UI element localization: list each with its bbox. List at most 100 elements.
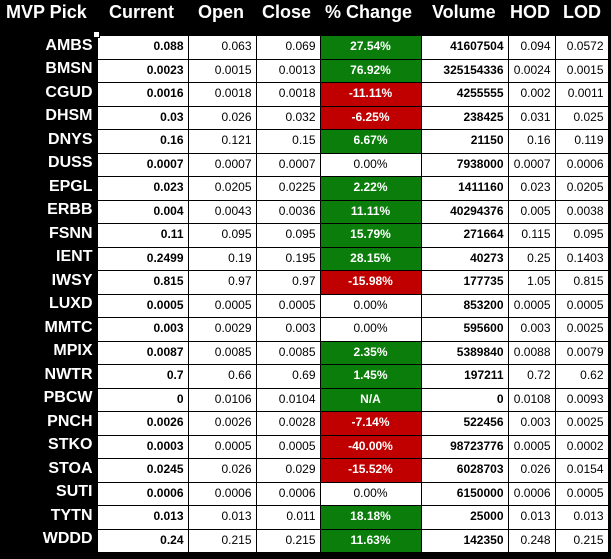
lod-cell[interactable]: 0.215 [554, 528, 609, 553]
close-cell[interactable]: 0.0007 [255, 152, 321, 177]
volume-cell[interactable]: 5389840 [420, 340, 509, 365]
current-cell[interactable]: 0.7 [96, 364, 189, 389]
open-cell[interactable]: 0.0018 [187, 82, 257, 107]
lod-cell[interactable]: 0.013 [554, 505, 609, 530]
header-open[interactable]: Open [198, 2, 245, 22]
hod-cell[interactable]: 0.0088 [507, 340, 556, 365]
current-cell[interactable]: 0.2499 [96, 246, 189, 271]
header-current[interactable]: Current [109, 2, 175, 22]
hod-cell[interactable]: 0.005 [507, 199, 556, 224]
lod-cell[interactable]: 0.0025 [554, 411, 609, 436]
pct-change-cell[interactable]: 2.35% [319, 340, 422, 365]
symbol-cell[interactable]: DHSM [0, 106, 97, 130]
hod-cell[interactable]: 1.05 [507, 270, 556, 295]
header-volume[interactable]: Volume [432, 2, 496, 22]
current-cell[interactable]: 0.0005 [96, 293, 189, 318]
symbol-cell[interactable]: TYTN [0, 505, 97, 529]
pct-change-cell[interactable]: 1.45% [319, 364, 422, 389]
hod-cell[interactable]: 0.031 [507, 105, 556, 130]
open-cell[interactable]: 0.063 [187, 35, 257, 60]
lod-cell[interactable]: 0.0025 [554, 317, 609, 342]
pct-change-cell[interactable]: -40.00% [319, 434, 422, 459]
symbol-cell[interactable]: IENT [0, 247, 97, 271]
hod-cell[interactable]: 0.115 [507, 223, 556, 248]
close-cell[interactable]: 0.0005 [255, 434, 321, 459]
close-cell[interactable]: 0.195 [255, 246, 321, 271]
volume-cell[interactable]: 25000 [420, 505, 509, 530]
pct-change-cell[interactable]: 11.11% [319, 199, 422, 224]
current-cell[interactable]: 0.023 [96, 176, 189, 201]
hod-cell[interactable]: 0.72 [507, 364, 556, 389]
hod-cell[interactable]: 0.248 [507, 528, 556, 553]
symbol-cell[interactable]: AMBS [0, 35, 97, 59]
close-cell[interactable]: 0.0085 [255, 340, 321, 365]
pct-change-cell[interactable]: 0.00% [319, 293, 422, 318]
lod-cell[interactable]: 0.1403 [554, 246, 609, 271]
lod-cell[interactable]: 0.0093 [554, 387, 609, 412]
volume-cell[interactable]: 21150 [420, 129, 509, 154]
pct-change-cell[interactable]: -15.52% [319, 458, 422, 483]
symbol-cell[interactable]: PNCH [0, 411, 97, 435]
current-cell[interactable]: 0.0016 [96, 82, 189, 107]
hod-cell[interactable]: 0.0005 [507, 293, 556, 318]
volume-cell[interactable]: 40294376 [420, 199, 509, 224]
open-cell[interactable]: 0.0005 [187, 434, 257, 459]
symbol-cell[interactable]: SUTI [0, 482, 97, 506]
volume-cell[interactable]: 853200 [420, 293, 509, 318]
lod-cell[interactable]: 0.815 [554, 270, 609, 295]
volume-cell[interactable]: 41607504 [420, 35, 509, 60]
current-cell[interactable]: 0.004 [96, 199, 189, 224]
pct-change-cell[interactable]: -11.11% [319, 82, 422, 107]
close-cell[interactable]: 0.011 [255, 505, 321, 530]
pct-change-cell[interactable]: -15.98% [319, 270, 422, 295]
pct-change-cell[interactable]: 76.92% [319, 58, 422, 83]
open-cell[interactable]: 0.215 [187, 528, 257, 553]
symbol-cell[interactable]: NWTR [0, 364, 97, 388]
pct-change-cell[interactable]: 28.15% [319, 246, 422, 271]
symbol-cell[interactable]: CGUD [0, 82, 97, 106]
open-cell[interactable]: 0.0026 [187, 411, 257, 436]
close-cell[interactable]: 0.003 [255, 317, 321, 342]
close-cell[interactable]: 0.095 [255, 223, 321, 248]
symbol-cell[interactable]: FSNN [0, 223, 97, 247]
lod-cell[interactable]: 0.025 [554, 105, 609, 130]
hod-cell[interactable]: 0.003 [507, 317, 556, 342]
symbol-cell[interactable]: PBCW [0, 388, 97, 412]
close-cell[interactable]: 0.0005 [255, 293, 321, 318]
header-lod[interactable]: LOD [563, 2, 601, 22]
pct-change-cell[interactable]: 27.54% [319, 35, 422, 60]
close-cell[interactable]: 0.0028 [255, 411, 321, 436]
close-cell[interactable]: 0.69 [255, 364, 321, 389]
open-cell[interactable]: 0.0029 [187, 317, 257, 342]
current-cell[interactable]: 0.0006 [96, 481, 189, 506]
open-cell[interactable]: 0.121 [187, 129, 257, 154]
hod-cell[interactable]: 0.094 [507, 35, 556, 60]
symbol-cell[interactable]: MPIX [0, 341, 97, 365]
pct-change-cell[interactable]: 18.18% [319, 505, 422, 530]
lod-cell[interactable]: 0.0154 [554, 458, 609, 483]
hod-cell[interactable]: 0.16 [507, 129, 556, 154]
symbol-cell[interactable]: ERBB [0, 200, 97, 224]
volume-cell[interactable]: 0 [420, 387, 509, 412]
current-cell[interactable]: 0 [96, 387, 189, 412]
hod-cell[interactable]: 0.0024 [507, 58, 556, 83]
current-cell[interactable]: 0.815 [96, 270, 189, 295]
lod-cell[interactable]: 0.0005 [554, 481, 609, 506]
pct-change-cell[interactable]: 0.00% [319, 152, 422, 177]
open-cell[interactable]: 0.0205 [187, 176, 257, 201]
open-cell[interactable]: 0.0007 [187, 152, 257, 177]
current-cell[interactable]: 0.0245 [96, 458, 189, 483]
current-cell[interactable]: 0.0007 [96, 152, 189, 177]
pct-change-cell[interactable]: 2.22% [319, 176, 422, 201]
close-cell[interactable]: 0.032 [255, 105, 321, 130]
volume-cell[interactable]: 197211 [420, 364, 509, 389]
pct-change-cell[interactable]: 0.00% [319, 317, 422, 342]
symbol-cell[interactable]: BMSN [0, 59, 97, 83]
symbol-cell[interactable]: EPGL [0, 176, 97, 200]
volume-cell[interactable]: 177735 [420, 270, 509, 295]
current-cell[interactable]: 0.16 [96, 129, 189, 154]
open-cell[interactable]: 0.97 [187, 270, 257, 295]
symbol-cell[interactable]: STOA [0, 458, 97, 482]
cell-selection-handle[interactable] [93, 31, 100, 38]
hod-cell[interactable]: 0.0007 [507, 152, 556, 177]
